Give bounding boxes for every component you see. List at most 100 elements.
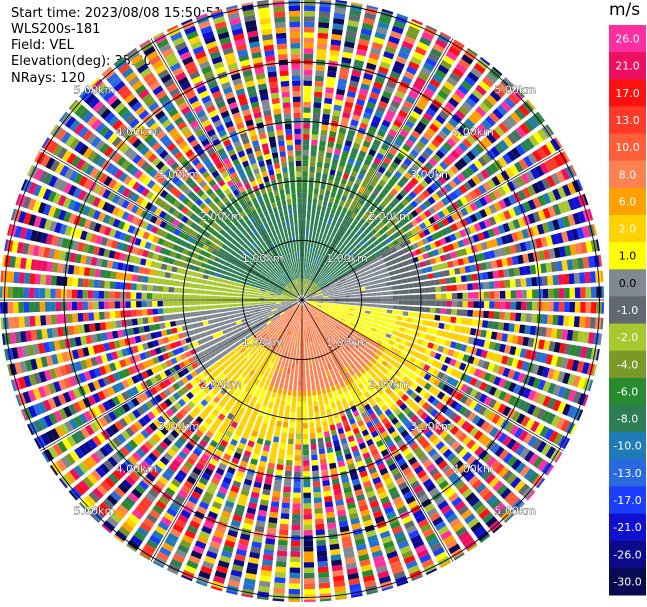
ray-gate xyxy=(518,104,530,117)
ray-gate xyxy=(493,342,501,352)
ray-gate xyxy=(328,55,339,62)
ray-gate xyxy=(327,71,337,78)
ray-gate xyxy=(482,490,494,502)
ray-gate xyxy=(409,264,416,271)
ray-gate xyxy=(221,304,228,308)
ray-gate xyxy=(371,347,378,353)
ray-gate xyxy=(270,446,278,454)
ray-gate xyxy=(439,237,447,246)
ray-gate xyxy=(414,300,420,306)
ray-gate xyxy=(307,296,313,299)
ray-gate xyxy=(312,390,317,396)
ray-gate xyxy=(358,347,365,354)
ray-gate xyxy=(366,296,372,300)
ray-gate xyxy=(472,357,480,366)
ray-gate xyxy=(312,470,320,477)
ray-gate xyxy=(305,292,310,297)
ray-gate xyxy=(424,429,434,439)
ray-gate xyxy=(321,205,327,212)
ray-gate xyxy=(473,159,483,170)
ray-gate xyxy=(348,192,355,200)
ray-gate xyxy=(527,404,537,416)
ray-gate xyxy=(429,123,439,133)
ray-gate xyxy=(498,247,506,257)
ray-gate xyxy=(290,352,294,359)
ray-gate xyxy=(332,320,338,325)
ray-gate xyxy=(412,242,419,250)
ray-gate xyxy=(410,270,418,276)
ray-gate xyxy=(562,215,571,228)
ray-gate xyxy=(302,198,307,204)
ray-gate xyxy=(309,166,316,173)
ray-gate xyxy=(311,139,318,146)
ray-gate xyxy=(414,294,420,300)
ray-gate xyxy=(536,478,546,489)
ray-gate xyxy=(508,382,517,393)
ray-gate xyxy=(504,344,512,354)
ray-gate xyxy=(450,400,459,410)
ray-gate xyxy=(355,215,362,222)
ray-gate xyxy=(344,202,350,209)
ray-gate xyxy=(300,337,302,343)
ray-gate xyxy=(457,84,469,95)
ray-gate xyxy=(320,183,326,190)
ray-gate xyxy=(316,307,321,311)
ray-gate xyxy=(407,115,418,125)
ray-gate xyxy=(368,125,377,134)
ray-gate xyxy=(378,147,387,156)
ray-gate xyxy=(382,300,388,304)
ray-gate xyxy=(315,287,320,292)
ray-gate xyxy=(424,307,431,313)
ray-gate xyxy=(545,354,553,365)
ray-gate xyxy=(365,289,372,293)
ray-gate xyxy=(499,301,506,310)
ray-gate xyxy=(294,374,298,381)
ray-gate xyxy=(380,200,388,208)
ray-gate xyxy=(509,312,516,321)
ray-gate xyxy=(552,203,562,216)
ray-gate xyxy=(304,583,316,590)
ray-gate xyxy=(374,110,384,119)
ray-gate xyxy=(333,276,339,281)
ray-gate xyxy=(392,197,400,205)
ray-gate xyxy=(471,175,481,185)
ray-gate xyxy=(337,217,343,224)
ray-gate xyxy=(442,347,450,355)
ray-gate xyxy=(366,300,372,304)
ray-gate xyxy=(300,332,302,338)
ray-gate xyxy=(544,159,554,172)
ray-gate xyxy=(446,293,452,299)
ray-gate xyxy=(446,137,457,148)
ray-gate xyxy=(329,130,337,138)
ray-gate xyxy=(488,386,498,396)
ray-gate xyxy=(313,226,318,232)
ray-gate xyxy=(387,179,396,187)
ray-gate xyxy=(362,243,369,249)
ray-gate xyxy=(393,325,401,331)
ray-gate xyxy=(510,290,517,299)
ray-gate xyxy=(322,393,328,400)
ray-gate xyxy=(316,243,320,249)
ray-gate xyxy=(298,364,302,370)
ray-gate xyxy=(307,395,312,402)
ray-gate xyxy=(327,65,338,73)
ray-gate xyxy=(426,327,433,334)
ray-gate xyxy=(426,235,434,243)
ray-gate xyxy=(432,203,441,212)
ray-gate xyxy=(366,153,374,162)
ray-gate xyxy=(478,486,490,498)
ray-gate xyxy=(503,392,512,404)
ray-gate xyxy=(351,147,359,155)
ray-gate xyxy=(303,562,315,568)
ray-gate xyxy=(168,307,175,314)
ray-gate xyxy=(313,310,318,315)
ray-gate xyxy=(400,273,407,279)
ray-gate xyxy=(397,228,405,236)
ray-gate xyxy=(406,277,413,283)
ray-gate xyxy=(471,415,481,425)
ray-gate xyxy=(472,310,479,318)
ray-gate xyxy=(522,387,532,399)
ray-gate xyxy=(339,319,345,324)
ray-gate xyxy=(332,23,344,30)
ray-gate xyxy=(353,59,365,67)
